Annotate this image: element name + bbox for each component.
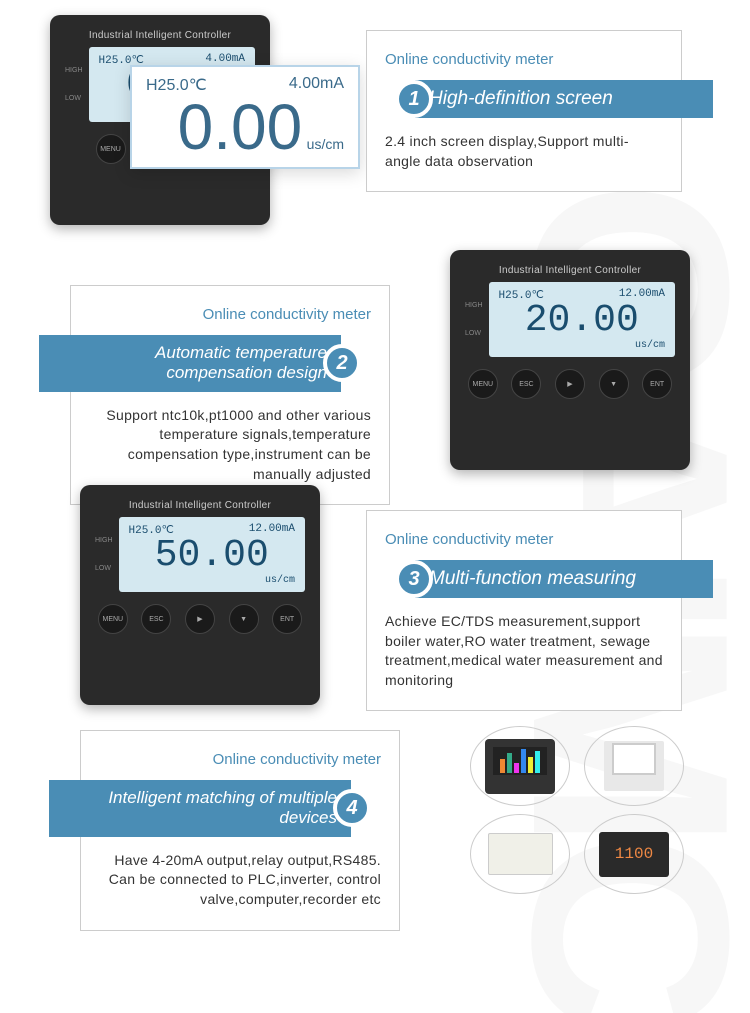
esc-button: ESC [141, 604, 171, 634]
feature-title-bar: Intelligent matching of multiple devices… [49, 780, 351, 837]
ent-button: ENT [272, 604, 302, 634]
feature-box-4: Online conductivity meter Intelligent ma… [80, 730, 400, 931]
device-mockup-3: Industrial Intelligent Controller HIGH L… [80, 485, 320, 705]
device-header-label: Industrial Intelligent Controller [95, 500, 305, 511]
feature-desc: 2.4 inch screen display,Support multi-an… [385, 132, 663, 171]
zoom-callout: H25.0℃ 4.00mA 0.00 us/cm [130, 65, 360, 169]
feature-box-3: Online conductivity meter 3 Multi-functi… [366, 510, 682, 711]
device-screen: H25.0℃ 12.00mA 20.00 us/cm [489, 282, 676, 357]
low-indicator: LOW [465, 330, 483, 337]
feature-desc: Achieve EC/TDS measurement,support boile… [385, 612, 663, 690]
callout-unit: us/cm [307, 136, 344, 152]
panel-meter-icon: 1100 [584, 814, 684, 894]
callout-value: 0.00 [178, 91, 303, 163]
down-button: ▼ [229, 604, 259, 634]
recorder-device-icon [470, 726, 570, 806]
feature-subtitle: Online conductivity meter [99, 751, 381, 768]
high-indicator: HIGH [465, 302, 483, 309]
device-mockup-2: Industrial Intelligent Controller HIGH L… [450, 250, 690, 470]
play-button: ▶ [185, 604, 215, 634]
feature-section-3: Industrial Intelligent Controller HIGH L… [0, 480, 750, 710]
feature-subtitle: Online conductivity meter [89, 306, 371, 323]
feature-title: Multi-function measuring [429, 568, 636, 589]
down-button: ▼ [599, 369, 629, 399]
device-header-label: Industrial Intelligent Controller [65, 30, 255, 41]
feature-section-4: Online conductivity meter Intelligent ma… [0, 710, 750, 910]
feature-desc: Have 4-20mA output,relay output,RS485. C… [99, 851, 381, 910]
feature-badge-3: 3 [395, 560, 433, 598]
esc-button: ESC [511, 369, 541, 399]
low-indicator: LOW [65, 95, 83, 102]
feature-desc: Support ntc10k,pt1000 and other various … [89, 406, 371, 484]
feature-box-2: Online conductivity meter Automatic temp… [70, 285, 390, 505]
computer-device-icon [584, 726, 684, 806]
feature-box-1: Online conductivity meter 1 High-definit… [366, 30, 682, 192]
screen-value: 20.00 [499, 302, 666, 340]
high-indicator: HIGH [95, 537, 113, 544]
feature-badge-2: 2 [323, 344, 361, 382]
feature-subtitle: Online conductivity meter [385, 531, 663, 548]
low-indicator: LOW [95, 565, 113, 572]
feature-title-bar: Automatic temperature compensation desig… [39, 335, 341, 392]
connected-devices-grid: 1100 [470, 726, 690, 894]
menu-button: MENU [96, 134, 126, 164]
feature-badge-4: 4 [333, 789, 371, 827]
feature-title-bar: 1 High-definition screen [415, 80, 713, 118]
plc-device-icon [470, 814, 570, 894]
feature-section-2: Online conductivity meter Automatic temp… [0, 240, 750, 480]
feature-subtitle: Online conductivity meter [385, 51, 663, 68]
device-header-label: Industrial Intelligent Controller [465, 265, 675, 276]
screen-value: 50.00 [129, 537, 296, 575]
high-indicator: HIGH [65, 67, 83, 74]
feature-badge-1: 1 [395, 80, 433, 118]
feature-title: Intelligent matching of multiple devices [108, 788, 337, 827]
menu-button: MENU [98, 604, 128, 634]
ent-button: ENT [642, 369, 672, 399]
menu-button: MENU [468, 369, 498, 399]
device-screen: H25.0℃ 12.00mA 50.00 us/cm [119, 517, 306, 592]
feature-title: High-definition screen [429, 88, 613, 109]
feature-title: Automatic temperature compensation desig… [155, 343, 327, 382]
play-button: ▶ [555, 369, 585, 399]
feature-section-1: Industrial Intelligent Controller HIGH L… [0, 0, 750, 240]
feature-title-bar: 3 Multi-function measuring [415, 560, 713, 598]
